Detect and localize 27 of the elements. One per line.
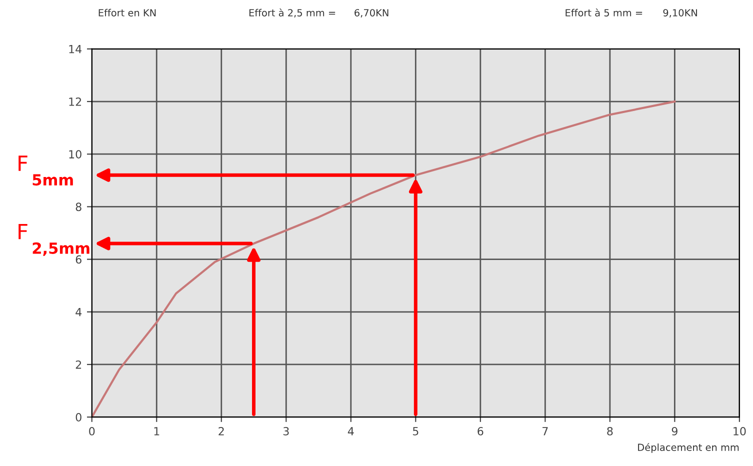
x-tick-label: 10 [734, 426, 746, 436]
y-tick-label: 10 [69, 150, 82, 158]
y-tick-label: 4 [76, 308, 82, 316]
text: 9,10KN [663, 9, 697, 18]
text: Effort à 2,5 mm = [249, 8, 336, 18]
text: Effort à 5 mm = [566, 8, 642, 16]
annotation: F2,5mm [18, 224, 90, 256]
line-series [92, 100, 676, 418]
y-tick-label: 6 [76, 255, 82, 264]
x-tick-label: 5 [412, 427, 418, 436]
y-tick-label: 2 [76, 360, 82, 369]
x-tick-label: 3 [283, 426, 289, 436]
x-tick-label: 9 [672, 426, 678, 436]
text: 6,70KN [354, 9, 388, 18]
y-tick-label: 14 [69, 45, 82, 54]
x-tick-label: 6 [478, 426, 484, 436]
x-tick-label: 4 [348, 427, 354, 436]
x-tick-label: 0 [89, 426, 95, 436]
y-axis-title: Effort en KN [98, 8, 156, 16]
y-tick-label: 0 [76, 413, 82, 422]
x-tick-label: 8 [607, 426, 613, 436]
x-axis-title: Déplacement en mm [638, 443, 739, 453]
x-tick-label: 7 [542, 427, 548, 436]
y-tick-label: 12 [69, 97, 82, 106]
x-tick-label: 1 [154, 427, 160, 436]
y-tick-label: 8 [76, 202, 82, 212]
x-tick-label: 2 [218, 426, 224, 436]
